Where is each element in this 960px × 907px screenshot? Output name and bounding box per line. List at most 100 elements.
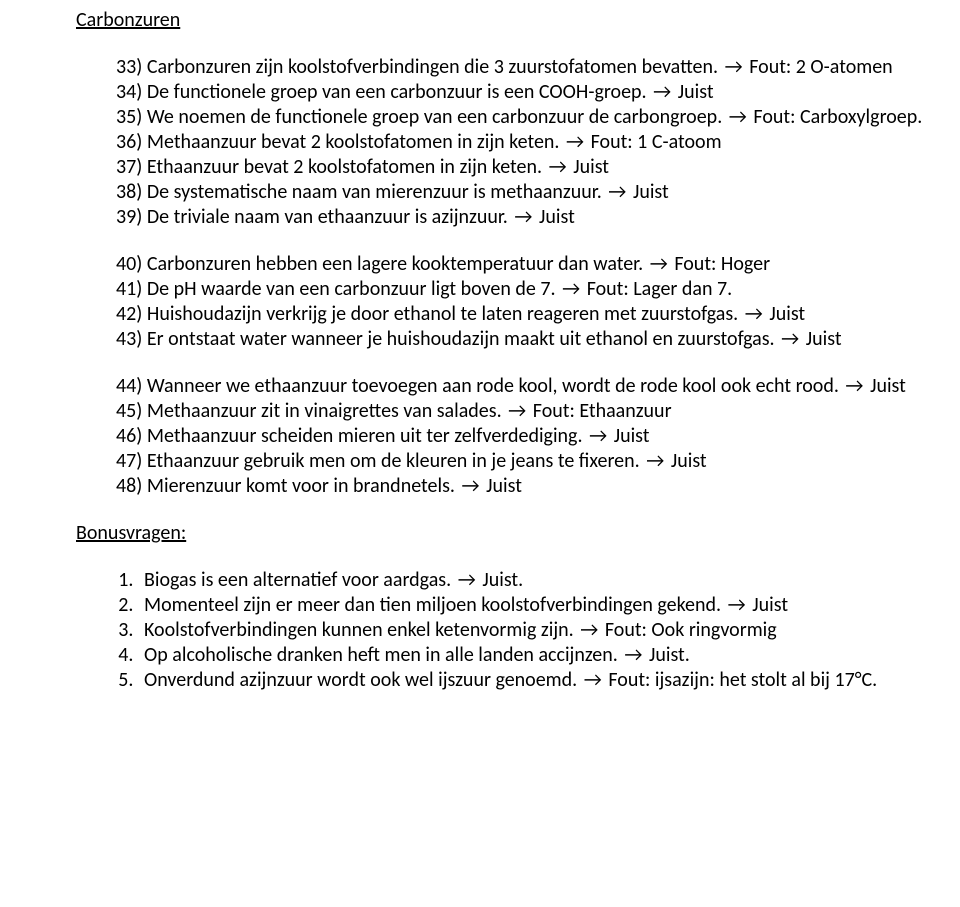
stmt-verdict: Juist xyxy=(769,302,805,326)
arrow-icon: → xyxy=(843,374,865,398)
arrow-icon: → xyxy=(727,105,749,129)
arrow-icon: → xyxy=(726,593,748,617)
stmt-number: 43) xyxy=(116,327,142,351)
stmt-verdict: Juist xyxy=(870,374,906,398)
arrow-icon: → xyxy=(578,618,600,642)
stmt-number: 37) xyxy=(116,155,142,179)
stmt-text: Ethaanzuur gebruik men om de kleuren in … xyxy=(147,449,640,473)
bonus-item: Biogas is een alternatief voor aardgas. … xyxy=(138,568,960,593)
stmt-verdict: Juist xyxy=(633,180,669,204)
section-heading-bonusvragen: Bonusvragen: xyxy=(76,521,960,546)
stmt-text: Carbonzuren zijn koolstofverbindingen di… xyxy=(147,55,718,79)
bonus-text: Onverdund azijnzuur wordt ook wel ijszuu… xyxy=(144,668,577,692)
statement: 35) We noemen de functionele groep van e… xyxy=(116,105,960,130)
bonus-item: Op alcoholische dranken heft men in alle… xyxy=(138,643,960,668)
statement: 46) Methaanzuur scheiden mieren uit ter … xyxy=(116,424,960,449)
statement: 40) Carbonzuren hebben een lagere kookte… xyxy=(116,252,960,277)
stmt-text: Ethaanzuur bevat 2 koolstofatomen in zij… xyxy=(147,155,542,179)
stmt-verdict: Juist xyxy=(806,327,842,351)
bonus-verdict: Juist. xyxy=(649,643,690,667)
bonus-item: Koolstofverbindingen kunnen enkel ketenv… xyxy=(138,618,960,643)
arrow-icon: → xyxy=(582,668,604,692)
bonus-text: Biogas is een alternatief voor aardgas. xyxy=(144,568,451,592)
stmt-number: 42) xyxy=(116,302,142,326)
stmt-number: 36) xyxy=(116,130,142,154)
stmt-number: 45) xyxy=(116,399,142,423)
stmt-number: 46) xyxy=(116,424,142,448)
stmt-verdict: Fout: 1 C-atoom xyxy=(591,130,722,154)
stmt-number: 44) xyxy=(116,374,142,398)
bonus-verdict: Juist. xyxy=(482,568,523,592)
arrow-icon: → xyxy=(512,205,534,229)
stmt-verdict: Juist xyxy=(671,449,707,473)
arrow-icon: → xyxy=(644,449,666,473)
stmt-verdict: Fout: Hoger xyxy=(674,252,770,276)
statement: 36) Methaanzuur bevat 2 koolstofatomen i… xyxy=(116,130,960,155)
bonus-text: Momenteel zijn er meer dan tien miljoen … xyxy=(144,593,721,617)
statement: 48) Mierenzuur komt voor in brandnetels.… xyxy=(116,474,960,499)
arrow-icon: → xyxy=(506,399,528,423)
bonus-list: Biogas is een alternatief voor aardgas. … xyxy=(76,568,960,693)
stmt-verdict: Juist xyxy=(539,205,575,229)
stmt-text: Wanneer we ethaanzuur toevoegen aan rode… xyxy=(147,374,839,398)
arrow-icon: → xyxy=(723,55,745,79)
stmt-number: 48) xyxy=(116,474,142,498)
stmt-text: Er ontstaat water wanneer je huishoudazi… xyxy=(147,327,775,351)
statements-block-3: 44) Wanneer we ethaanzuur toevoegen aan … xyxy=(76,374,960,499)
stmt-number: 38) xyxy=(116,180,142,204)
bonus-verdict: Juist xyxy=(752,593,788,617)
arrow-icon: → xyxy=(547,155,569,179)
statement: 45) Methaanzuur zit in vinaigrettes van … xyxy=(116,399,960,424)
statement: 37) Ethaanzuur bevat 2 koolstofatomen in… xyxy=(116,155,960,180)
stmt-number: 39) xyxy=(116,205,142,229)
stmt-text: De triviale naam van ethaanzuur is azijn… xyxy=(147,205,508,229)
arrow-icon: → xyxy=(622,643,644,667)
bonus-item: Momenteel zijn er meer dan tien miljoen … xyxy=(138,593,960,618)
stmt-text: Methaanzuur zit in vinaigrettes van sala… xyxy=(147,399,502,423)
stmt-number: 33) xyxy=(116,55,142,79)
statement: 42) Huishoudazijn verkrijg je door ethan… xyxy=(116,302,960,327)
statements-block-2: 40) Carbonzuren hebben een lagere kookte… xyxy=(76,252,960,352)
statement: 38) De systematische naam van mierenzuur… xyxy=(116,180,960,205)
bonus-verdict: Fout: ijsazijn: het stolt al bij 17°C. xyxy=(608,668,877,692)
arrow-icon: → xyxy=(459,474,481,498)
stmt-verdict: Juist xyxy=(614,424,650,448)
section-heading-carbonzuren: Carbonzuren xyxy=(76,8,960,33)
arrow-icon: → xyxy=(743,302,765,326)
statements-block-1: 33) Carbonzuren zijn koolstofverbindinge… xyxy=(76,55,960,230)
stmt-text: De functionele groep van een carbonzuur … xyxy=(147,80,647,104)
stmt-verdict: Juist xyxy=(486,474,522,498)
bonus-text: Koolstofverbindingen kunnen enkel ketenv… xyxy=(144,618,574,642)
bonus-item: Onverdund azijnzuur wordt ook wel ijszuu… xyxy=(138,668,960,693)
stmt-text: De systematische naam van mierenzuur is … xyxy=(147,180,602,204)
stmt-text: Carbonzuren hebben een lagere kooktemper… xyxy=(147,252,643,276)
arrow-icon: → xyxy=(606,180,628,204)
stmt-verdict: Fout: 2 O-atomen xyxy=(749,55,892,79)
arrow-icon: → xyxy=(648,252,670,276)
statement: 43) Er ontstaat water wanneer je huishou… xyxy=(116,327,960,352)
statement: 47) Ethaanzuur gebruik men om de kleuren… xyxy=(116,449,960,474)
stmt-verdict: Juist xyxy=(678,80,714,104)
statement: 34) De functionele groep van een carbonz… xyxy=(116,80,960,105)
stmt-text: Huishoudazijn verkrijg je door ethanol t… xyxy=(147,302,738,326)
statement: 33) Carbonzuren zijn koolstofverbindinge… xyxy=(116,55,960,80)
arrow-icon: → xyxy=(564,130,586,154)
stmt-number: 41) xyxy=(116,277,142,301)
statement: 44) Wanneer we ethaanzuur toevoegen aan … xyxy=(116,374,960,399)
stmt-text: Methaanzuur bevat 2 koolstofatomen in zi… xyxy=(147,130,560,154)
bonus-verdict: Fout: Ook ringvormig xyxy=(605,618,777,642)
stmt-text: Methaanzuur scheiden mieren uit ter zelf… xyxy=(147,424,583,448)
stmt-verdict: Juist xyxy=(573,155,609,179)
arrow-icon: → xyxy=(651,80,673,104)
stmt-number: 35) xyxy=(116,105,142,129)
statement: 41) De pH waarde van een carbonzuur ligt… xyxy=(116,277,960,302)
stmt-verdict: Fout: Lager dan 7. xyxy=(587,277,733,301)
stmt-text: De pH waarde van een carbonzuur ligt bov… xyxy=(147,277,556,301)
bonus-text: Op alcoholische dranken heft men in alle… xyxy=(144,643,618,667)
stmt-verdict: Fout: Ethaanzuur xyxy=(533,399,672,423)
stmt-text: We noemen de functionele groep van een c… xyxy=(147,105,722,129)
stmt-number: 40) xyxy=(116,252,142,276)
stmt-verdict: Fout: Carboxylgroep. xyxy=(753,105,922,129)
arrow-icon: → xyxy=(587,424,609,448)
arrow-icon: → xyxy=(779,327,801,351)
